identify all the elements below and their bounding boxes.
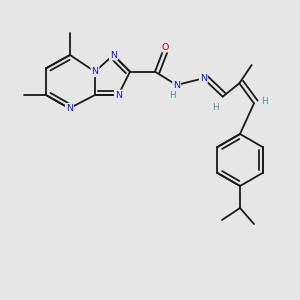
Text: H: H [261,97,267,106]
Text: N: N [110,50,117,59]
Text: N: N [200,74,207,83]
Text: O: O [162,43,169,52]
Text: N: N [92,67,98,76]
Text: N: N [66,104,73,113]
Text: H: H [212,103,219,112]
Text: H: H [169,92,176,100]
Text: N: N [115,91,122,100]
Text: N: N [173,80,180,89]
